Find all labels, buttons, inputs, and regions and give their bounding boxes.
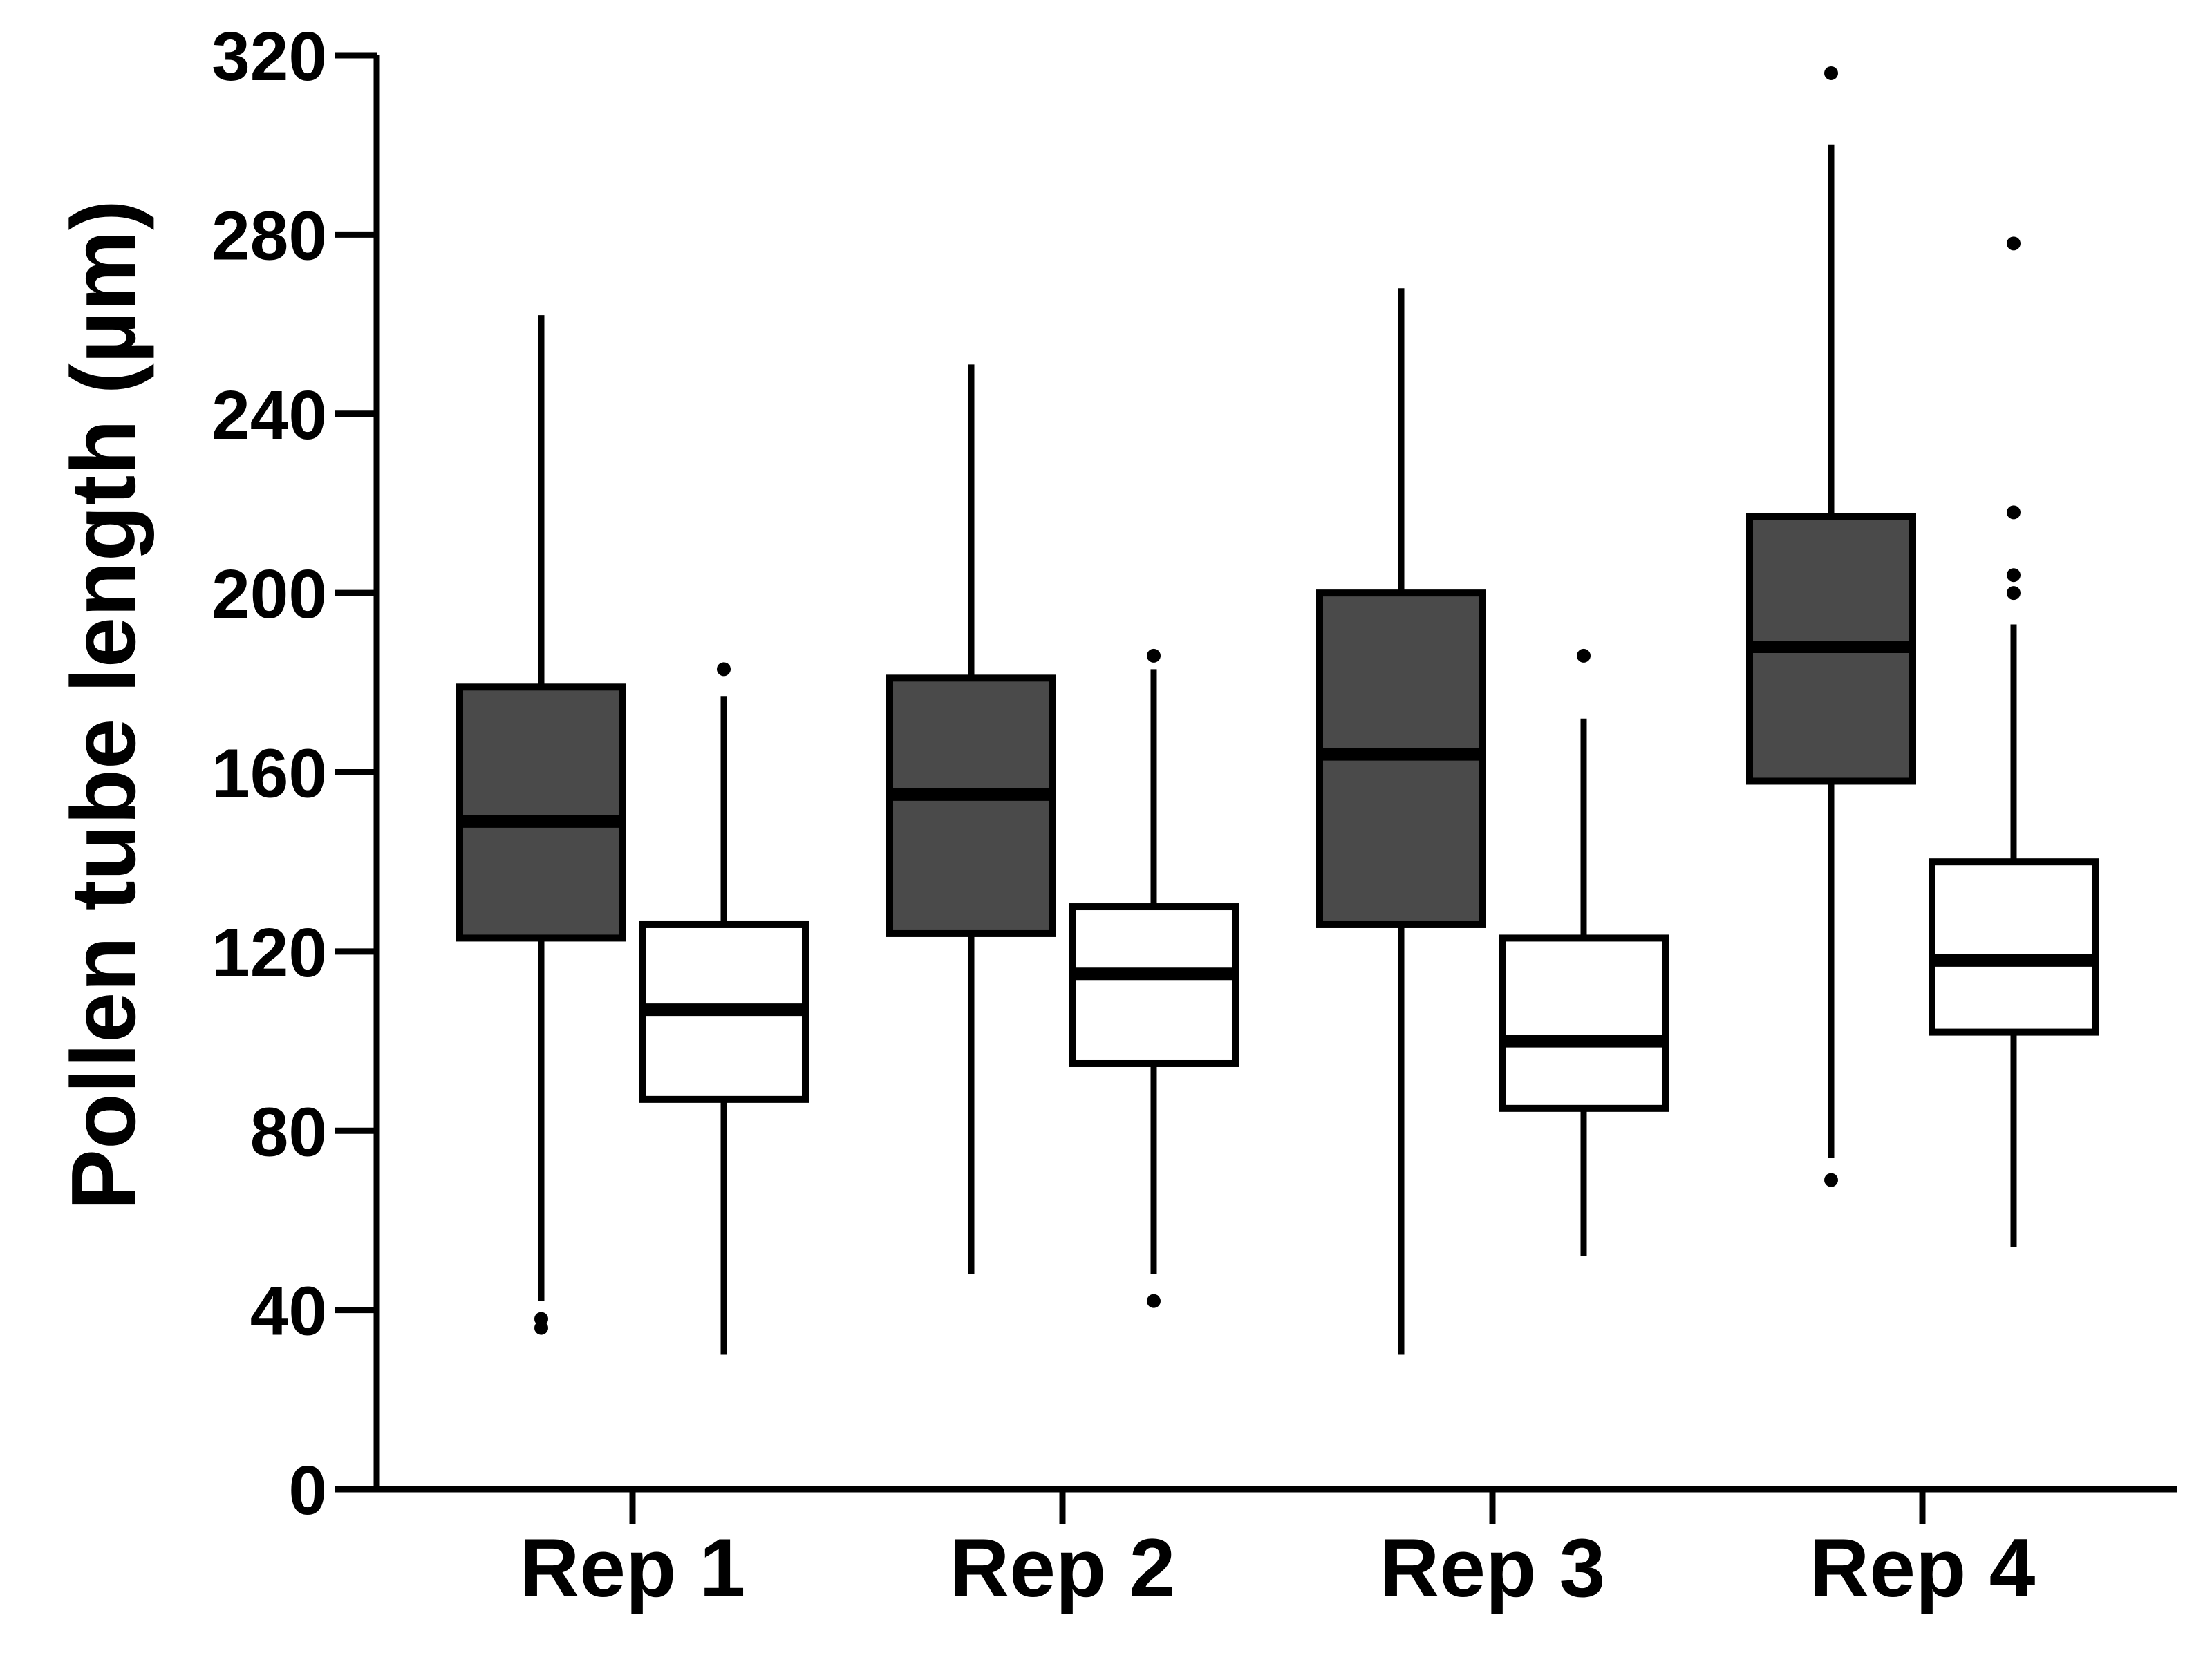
box-white-2 <box>1069 648 1239 1308</box>
y-tick-label: 120 <box>212 914 327 992</box>
x-tick-label: Rep 4 <box>1810 1522 2036 1614</box>
box-white-3 <box>1499 648 1669 1256</box>
axes: 0 40 80 120 160 200 240 280 320 Rep 1 Rep 2 Rep 3 Re… <box>212 18 2177 1614</box>
outlier-point <box>1147 648 1161 663</box>
y-tick-label: 320 <box>212 18 327 95</box>
y-tick-label: 0 <box>288 1452 327 1529</box>
outlier-point <box>534 1321 548 1335</box>
box-iqr <box>456 683 626 942</box>
x-tick-label: Rep 3 <box>1380 1522 1606 1614</box>
box-dark-1 <box>456 315 626 1335</box>
outlier-point <box>2007 568 2021 583</box>
box-dark-3 <box>1316 288 1486 1355</box>
x-tick-label: Rep 1 <box>520 1522 746 1614</box>
outlier-point <box>2007 236 2021 251</box>
box-iqr <box>1499 934 1669 1112</box>
boxes <box>456 66 2099 1355</box>
outlier-point <box>1577 648 1591 663</box>
x-tick-label: Rep 2 <box>950 1522 1176 1614</box>
y-tick-label: 40 <box>250 1273 327 1350</box>
y-tick-label: 200 <box>212 556 327 633</box>
box-dark-2 <box>886 364 1056 1274</box>
outlier-point <box>2007 586 2021 601</box>
box-dark-4 <box>1746 66 1916 1187</box>
box-white-1 <box>639 662 809 1355</box>
outlier-point <box>2007 505 2021 520</box>
outlier-point <box>1147 1294 1161 1308</box>
y-tick-label: 80 <box>250 1093 327 1171</box>
y-axis-title: Pollen tube length (µm) <box>53 200 154 1210</box>
box-iqr <box>886 674 1056 937</box>
box-iqr <box>1929 858 2099 1036</box>
y-tick-label: 240 <box>212 377 327 454</box>
outlier-point <box>1824 1173 1838 1187</box>
outlier-point <box>1824 66 1838 80</box>
y-tick-label: 280 <box>212 197 327 274</box>
box-iqr <box>1069 903 1239 1067</box>
y-tick-label: 160 <box>212 735 327 813</box>
box-white-4 <box>1929 236 2099 1247</box>
outlier-point <box>717 662 731 677</box>
